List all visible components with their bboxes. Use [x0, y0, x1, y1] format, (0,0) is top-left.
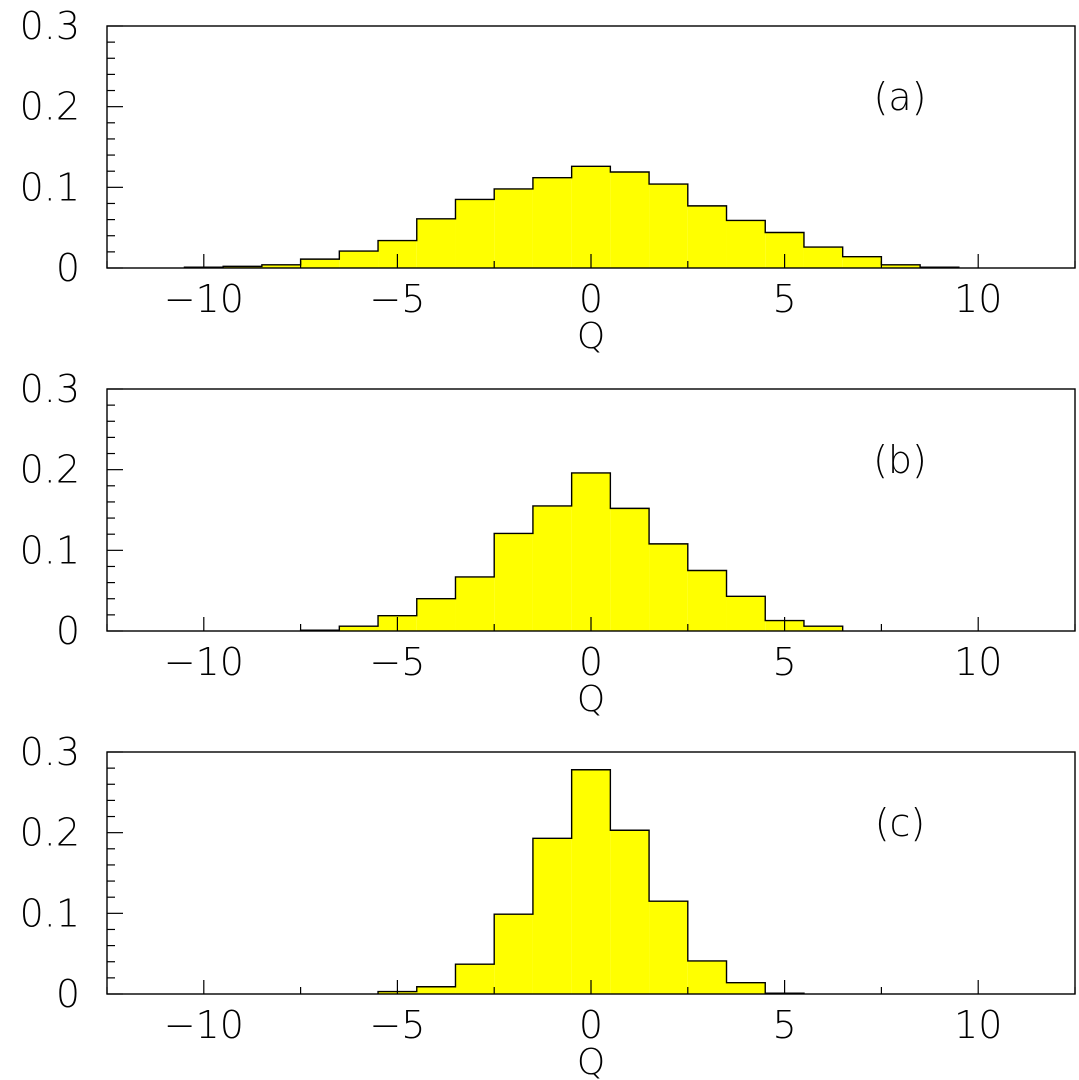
- histogram-bar: [610, 508, 650, 631]
- x-tick-label: 0: [579, 1003, 603, 1047]
- histogram-bar: [571, 769, 611, 994]
- histogram-outline: [377, 769, 805, 994]
- chart-panel-1: −10 −5 0 5 10 0 0.1 0.2 0.3 Q (a): [20, 4, 1076, 357]
- x-axis-title: Q: [577, 679, 605, 720]
- histogram-bar: [842, 256, 882, 268]
- histogram-bar: [726, 982, 766, 994]
- x-tick-label: 10: [954, 640, 1002, 684]
- y-tick-label: 0.1: [20, 528, 80, 572]
- histogram-bar: [649, 184, 688, 268]
- x-tick-label: 5: [773, 277, 797, 321]
- x-tick-label: 5: [773, 1003, 797, 1047]
- x-axis-title: Q: [577, 1042, 605, 1080]
- histogram-bar: [416, 986, 456, 994]
- histogram-bar: [571, 166, 611, 268]
- histogram-bar: [726, 596, 766, 631]
- histogram-bar: [687, 960, 727, 994]
- y-tick-label: 0: [56, 246, 80, 290]
- y-tick-label: 0: [56, 609, 80, 653]
- y-tick-label: 0.3: [20, 367, 80, 411]
- x-tick-label: −10: [164, 1003, 244, 1047]
- y-tick-label: 0: [56, 972, 80, 1016]
- x-tick-label: 10: [954, 277, 1002, 321]
- histogram-bar: [339, 251, 379, 268]
- x-tick-label: 0: [579, 640, 603, 684]
- y-tick-label: 0.2: [20, 85, 80, 129]
- histogram-bar: [610, 830, 650, 994]
- chart-panel-3: −10 −5 0 5 10 0 0.1 0.2 0.3 Q (c): [20, 730, 1076, 1080]
- x-tick-label: −5: [369, 277, 425, 321]
- x-tick-label: −10: [164, 640, 244, 684]
- panel-label: (c): [875, 801, 926, 845]
- panel-label: (b): [873, 438, 927, 482]
- histogram-bar: [687, 570, 727, 631]
- histogram-bar: [610, 172, 650, 268]
- histogram-bar: [300, 259, 340, 268]
- x-tick-label: −5: [369, 640, 425, 684]
- x-tick-label: 0: [579, 277, 603, 321]
- histogram-bar: [261, 264, 301, 268]
- histogram-outline: [183, 165, 960, 268]
- x-tick-label: −10: [164, 277, 244, 321]
- histogram-bar: [571, 472, 611, 631]
- histogram-bar: [494, 533, 533, 631]
- histogram-bar: [455, 576, 495, 631]
- chart-panel-2: −10 −5 0 5 10 0 0.1 0.2 0.3 Q (b): [20, 367, 1076, 720]
- x-axis-title: Q: [577, 316, 605, 357]
- histogram-bar: [455, 964, 495, 994]
- histogram-bar: [881, 264, 921, 268]
- y-tick-label: 0.3: [20, 4, 80, 48]
- x-tick-label: 10: [954, 1003, 1002, 1047]
- histogram-outline: [299, 472, 844, 631]
- y-tick-label: 0.2: [20, 811, 80, 855]
- histogram-bar: [494, 914, 533, 994]
- x-tick-label: −5: [369, 1003, 425, 1047]
- histogram-bar: [532, 505, 572, 631]
- histogram-bar: [687, 205, 727, 268]
- histogram-bar: [416, 598, 456, 631]
- histogram-bar: [649, 543, 688, 631]
- y-tick-label: 0.1: [20, 891, 80, 935]
- y-tick-label: 0.1: [20, 165, 80, 209]
- histogram-bar: [803, 626, 843, 631]
- x-tick-label: 5: [773, 640, 797, 684]
- histogram-bar: [649, 901, 688, 994]
- histogram-bar: [339, 626, 379, 631]
- histogram-bar: [455, 199, 495, 268]
- histogram-bar: [416, 218, 456, 268]
- y-tick-label: 0.3: [20, 730, 80, 774]
- panel-label: (a): [874, 75, 927, 119]
- histogram-bar: [803, 247, 843, 268]
- histogram-bar: [532, 177, 572, 268]
- histogram-bar: [494, 188, 533, 268]
- histogram-bar: [726, 220, 766, 268]
- y-tick-label: 0.2: [20, 448, 80, 492]
- histogram-bar: [532, 838, 572, 994]
- histogram-bar: [223, 266, 262, 268]
